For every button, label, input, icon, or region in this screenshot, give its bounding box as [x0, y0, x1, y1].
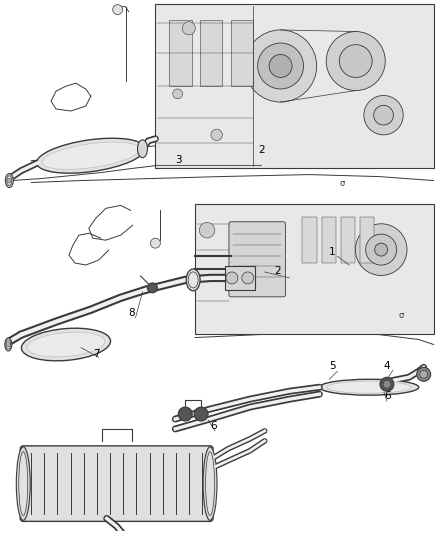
Circle shape	[269, 54, 292, 77]
Ellipse shape	[5, 338, 12, 351]
Ellipse shape	[186, 269, 200, 291]
Text: σ: σ	[339, 179, 344, 188]
Ellipse shape	[319, 379, 419, 395]
Circle shape	[380, 377, 394, 391]
Text: 5: 5	[329, 361, 336, 372]
FancyBboxPatch shape	[321, 217, 336, 263]
FancyBboxPatch shape	[200, 20, 222, 86]
Circle shape	[339, 45, 372, 77]
Circle shape	[374, 106, 393, 125]
Circle shape	[7, 343, 11, 346]
FancyBboxPatch shape	[230, 20, 253, 86]
Circle shape	[258, 43, 304, 89]
Circle shape	[226, 272, 238, 284]
Circle shape	[173, 89, 183, 99]
Circle shape	[182, 22, 195, 35]
Circle shape	[417, 367, 431, 381]
Circle shape	[355, 224, 407, 276]
Ellipse shape	[37, 138, 145, 173]
FancyBboxPatch shape	[20, 446, 213, 521]
Text: 3: 3	[175, 155, 182, 165]
Circle shape	[150, 238, 160, 248]
Circle shape	[326, 31, 385, 91]
FancyBboxPatch shape	[195, 204, 434, 334]
Text: 2: 2	[275, 266, 281, 276]
FancyBboxPatch shape	[229, 222, 286, 297]
FancyBboxPatch shape	[225, 266, 255, 290]
Circle shape	[364, 95, 403, 135]
Ellipse shape	[7, 175, 12, 185]
Text: 6: 6	[210, 421, 217, 431]
Circle shape	[194, 407, 208, 421]
Circle shape	[383, 380, 391, 388]
Circle shape	[113, 5, 123, 14]
Circle shape	[148, 283, 157, 293]
Circle shape	[242, 272, 254, 284]
Text: 7: 7	[93, 350, 99, 359]
Ellipse shape	[5, 174, 13, 188]
Circle shape	[211, 129, 223, 141]
Text: 8: 8	[129, 308, 135, 318]
Ellipse shape	[138, 140, 148, 158]
Circle shape	[7, 179, 11, 182]
Circle shape	[199, 222, 215, 238]
FancyBboxPatch shape	[341, 217, 355, 263]
Circle shape	[366, 234, 397, 265]
Ellipse shape	[203, 447, 217, 520]
Ellipse shape	[327, 381, 411, 393]
Ellipse shape	[205, 452, 215, 515]
Ellipse shape	[42, 142, 140, 169]
Ellipse shape	[27, 332, 105, 357]
Ellipse shape	[6, 340, 11, 349]
FancyBboxPatch shape	[303, 217, 317, 263]
Text: 1: 1	[329, 247, 336, 257]
Circle shape	[374, 243, 388, 256]
FancyBboxPatch shape	[155, 4, 434, 168]
FancyBboxPatch shape	[170, 20, 191, 86]
Ellipse shape	[19, 452, 28, 515]
Circle shape	[178, 407, 192, 421]
Ellipse shape	[16, 447, 30, 520]
Ellipse shape	[21, 328, 110, 361]
Circle shape	[244, 30, 317, 102]
Circle shape	[420, 370, 427, 378]
Text: 2: 2	[258, 145, 265, 155]
Ellipse shape	[188, 272, 198, 288]
FancyBboxPatch shape	[360, 217, 374, 263]
Text: σ: σ	[399, 311, 404, 320]
Text: 4: 4	[383, 361, 389, 372]
Text: 6: 6	[384, 391, 391, 401]
